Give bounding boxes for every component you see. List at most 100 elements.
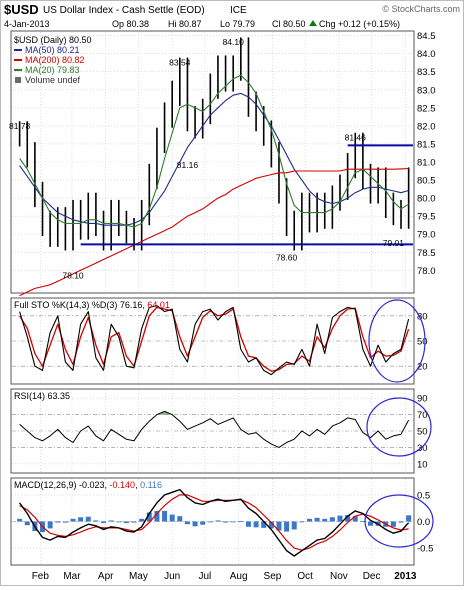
- macd-histogram-bar: [314, 517, 320, 522]
- macd-plot: [17, 488, 412, 557]
- price-annotation: 78.10: [62, 271, 84, 281]
- macd-histogram-bar: [261, 521, 267, 528]
- macd-histogram-bar: [55, 521, 61, 523]
- macd-histogram-bar: [368, 521, 374, 526]
- macd-line: [19, 488, 410, 557]
- month-tick-label: Aug: [230, 571, 248, 582]
- macd-histogram-bar: [131, 521, 137, 523]
- y-tick-label: 78.5: [417, 248, 436, 259]
- macd-panel-title: MACD(12,26,9) -0.023, -0.140, 0.116: [14, 480, 162, 490]
- y-tick-label: 80: [417, 311, 428, 322]
- macd-histogram-bar: [116, 521, 122, 523]
- month-tick-label: Oct: [297, 571, 313, 582]
- y-tick-label: 50: [417, 427, 428, 438]
- legend-volume: Volume undef: [25, 75, 81, 85]
- y-tick-label: 78.0: [417, 266, 436, 277]
- macd-histogram-bar: [406, 515, 412, 522]
- y-tick-label: 80.5: [417, 176, 436, 187]
- y-tick-label: 50: [417, 337, 428, 348]
- macd-histogram-bar: [154, 510, 160, 522]
- macd-histogram-bar: [215, 520, 221, 522]
- price-annotation: 79.01: [383, 238, 405, 248]
- ma20-line: [19, 74, 409, 228]
- stoch-plot: [19, 305, 410, 376]
- y-tick-label: 83.5: [417, 67, 436, 78]
- quote-high: Hi 80.87: [168, 19, 202, 29]
- macd-histogram-bar: [192, 521, 198, 527]
- stoch-title-d: 64.01: [147, 300, 170, 310]
- rsi-line: [19, 410, 410, 448]
- y-tick-label: 79.0: [417, 230, 436, 241]
- macd-histogram-bar: [62, 521, 68, 523]
- y-tick-label: 81.0: [417, 158, 436, 169]
- macd-title-sep: ,: [135, 480, 140, 490]
- macd-histogram-bar: [268, 521, 274, 529]
- rsi-highlight-circle: [366, 397, 432, 457]
- macd-histogram-bar: [24, 521, 30, 526]
- macd-title-hist: 0.116: [140, 480, 162, 490]
- macd-histogram-bar: [162, 510, 168, 522]
- macd-histogram-bar: [184, 521, 190, 525]
- quote-date: 4-Jan-2013: [4, 19, 50, 29]
- legend-ma50: MA(50) 80.21: [25, 45, 80, 55]
- macd-highlight-circle: [364, 494, 434, 548]
- price-plot: 81.78 78.10 83.54 81.16 84.10 78.60 81.46 79.01: [9, 37, 413, 297]
- month-tick-label: Jul: [198, 571, 211, 582]
- y-tick-label: 84.5: [417, 31, 436, 42]
- exchange-label: ICE: [230, 5, 247, 16]
- y-tick-label: 80.0: [417, 194, 436, 205]
- quote-low: Lo 79.79: [220, 19, 255, 29]
- legend-ma20: MA(20) 79.83: [25, 65, 80, 75]
- macd-histogram-bar: [322, 518, 328, 522]
- macd-histogram-bar: [329, 517, 335, 522]
- price-annotation: 81.46: [345, 132, 367, 142]
- macd-histogram-bar: [101, 521, 107, 524]
- macd-histogram-bar: [245, 521, 251, 527]
- y-tick-label: 82.0: [417, 121, 436, 132]
- stoch-title-k: 76.16: [120, 300, 143, 310]
- macd-histogram-bar: [390, 521, 396, 527]
- watermark: © StockCharts.com: [382, 4, 460, 14]
- macd-histogram-bar: [223, 521, 229, 523]
- price-annotation: 78.60: [276, 253, 298, 263]
- y-tick-label: 82.5: [417, 103, 436, 114]
- stoch-panel-title: Full STO %K(14,3) %D(3) 76.16, 64.01: [14, 300, 170, 310]
- quote-open: Op 80.38: [112, 19, 149, 29]
- macd-histogram-bar: [93, 520, 99, 522]
- stoch-k-line: [19, 305, 410, 376]
- macd-histogram-bar: [123, 521, 129, 524]
- macd-histogram-bar: [230, 521, 236, 523]
- month-tick-label: Apr: [98, 571, 114, 582]
- y-tick-label: 20: [417, 362, 428, 373]
- stoch-title-label: Full STO %K(14,3) %D(3): [14, 300, 120, 310]
- quote-close: Cl 80.50: [272, 19, 306, 29]
- macd-histogram-bar: [78, 517, 84, 522]
- y-tick-label: 83.0: [417, 85, 436, 96]
- rsi-plot: [19, 410, 410, 448]
- macd-histogram-bar: [398, 521, 404, 523]
- price-annotation: 84.10: [223, 37, 245, 47]
- axis-labels: Feb Mar Apr May Jun Jul Aug Sep Oct Nov Dec 2013 78.…: [32, 31, 436, 582]
- macd-histogram-bar: [200, 521, 206, 525]
- macd-title-signal: -0.140: [110, 480, 136, 490]
- macd-histogram-bar: [306, 518, 312, 522]
- y-tick-label: 70: [417, 410, 428, 421]
- macd-histogram-bar: [17, 518, 23, 522]
- macd-histogram-bar: [291, 521, 297, 530]
- month-tick-label: Nov: [330, 571, 348, 582]
- macd-histogram-bar: [253, 521, 259, 528]
- macd-histogram-bar: [108, 520, 114, 522]
- macd-histogram-bar: [238, 520, 244, 522]
- macd-histogram-bar: [146, 512, 152, 522]
- y-tick-label: 79.5: [417, 212, 436, 223]
- legend-swatch-volume: [15, 77, 21, 83]
- symbol-title: $USD: [4, 2, 39, 17]
- month-tick-label: Mar: [63, 571, 81, 582]
- price-annotation: 83.54: [169, 57, 191, 67]
- month-tick-label: Feb: [32, 571, 50, 582]
- macd-histogram-bar: [47, 521, 53, 529]
- price-annotation: 81.78: [9, 121, 31, 131]
- y-tick-label: 90: [417, 394, 428, 405]
